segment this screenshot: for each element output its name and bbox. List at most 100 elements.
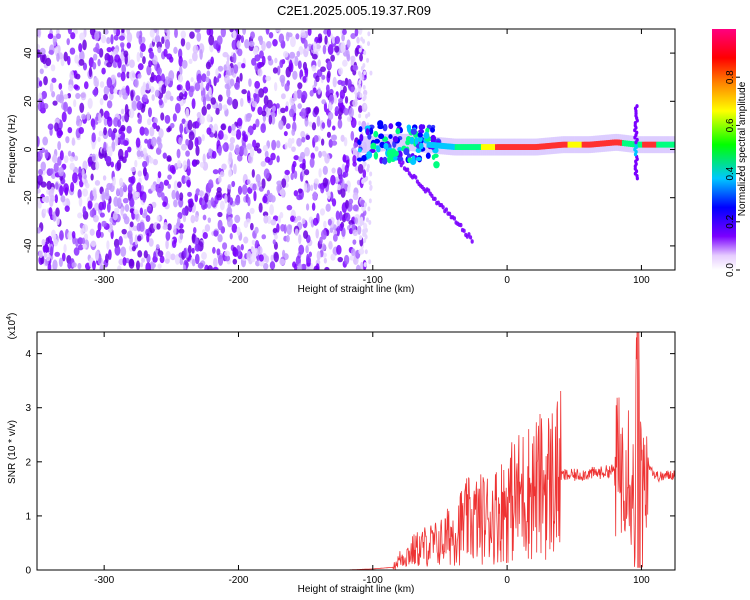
noise-blob: [278, 120, 284, 130]
signal-core: [575, 141, 580, 148]
signal-core: [533, 144, 538, 150]
streak-blob: [427, 188, 431, 193]
noise-blob: [363, 161, 367, 167]
noise-blob: [246, 143, 253, 150]
noise-blob: [103, 127, 107, 136]
noise-blob: [246, 90, 251, 101]
noise-blob: [142, 56, 146, 65]
noise-blob: [134, 234, 138, 246]
noise-blob: [128, 59, 135, 69]
signal-core: [442, 143, 447, 150]
noise-blob: [134, 159, 138, 168]
noise-blob: [231, 180, 236, 188]
noise-blob: [361, 220, 365, 226]
snr-y-scale-close: ): [7, 313, 18, 316]
noise-blob: [364, 249, 368, 255]
noise-blob: [285, 234, 290, 243]
noise-blob: [201, 199, 206, 206]
noise-blob: [143, 209, 147, 217]
noise-blob: [359, 53, 363, 62]
signal-core: [611, 139, 616, 146]
noise-blob: [128, 258, 135, 269]
noise-blob: [137, 250, 143, 258]
noise-blob: [112, 212, 118, 221]
noise-blob: [165, 231, 171, 241]
noise-blob: [130, 90, 134, 102]
noise-blob: [258, 88, 265, 98]
noise-blob: [54, 122, 59, 132]
noise-blob: [38, 168, 44, 176]
noise-blob: [188, 131, 195, 141]
noise-blob: [166, 53, 173, 60]
noise-blob: [132, 225, 138, 232]
noise-blob: [284, 142, 288, 150]
noise-blob: [329, 227, 334, 233]
noise-blob: [110, 161, 115, 168]
signal-core: [495, 144, 500, 150]
noise-blob: [177, 74, 184, 83]
noise-blob: [257, 68, 263, 77]
noise-blob: [49, 198, 54, 207]
signal-core: [644, 141, 649, 148]
noise-blob: [321, 122, 326, 129]
noise-blob: [92, 121, 96, 131]
noise-blob: [224, 74, 230, 84]
noise-blob: [350, 130, 355, 141]
noise-blob: [215, 107, 220, 115]
noise-blob: [106, 182, 113, 190]
noise-blob: [106, 202, 111, 213]
signal-core: [521, 144, 526, 150]
signal-blob: [430, 127, 436, 133]
noise-blob: [64, 205, 70, 212]
noise-blob: [202, 96, 207, 108]
signal-core: [493, 144, 498, 150]
noise-blob: [300, 108, 307, 119]
noise-blob: [156, 187, 163, 198]
signal-blob: [395, 121, 402, 127]
noise-blob: [276, 180, 283, 186]
signal-core: [630, 141, 635, 148]
noise-blob: [82, 39, 87, 51]
noise-blob: [350, 248, 356, 257]
signal-core: [432, 142, 437, 149]
noise-blob: [154, 34, 161, 44]
noise-blob: [354, 47, 359, 57]
noise-blob: [240, 35, 245, 44]
noise-blob: [90, 173, 94, 181]
noise-blob: [267, 55, 272, 61]
noise-blob: [127, 230, 133, 239]
signal-core: [583, 141, 588, 148]
noise-blob: [119, 134, 125, 145]
noise-blob: [134, 78, 139, 88]
noise-blob: [51, 155, 58, 163]
signal-blob: [410, 128, 417, 135]
noise-blob: [296, 215, 302, 221]
noise-blob: [131, 100, 137, 111]
noise-blob: [40, 101, 45, 112]
noise-blob: [362, 169, 367, 178]
noise-blob: [320, 229, 327, 240]
signal-core: [559, 141, 564, 148]
noise-blob: [122, 213, 128, 220]
noise-blob: [196, 111, 202, 119]
noise-blob: [234, 214, 241, 224]
noise-blob: [326, 131, 331, 138]
noise-blob: [357, 163, 364, 174]
noise-blob: [130, 175, 136, 184]
noise-blob: [224, 255, 231, 262]
noise-blob: [331, 167, 336, 174]
noise-blob: [268, 114, 273, 125]
noise-blob: [175, 190, 180, 201]
noise-blob: [129, 221, 134, 228]
noise-blob: [186, 158, 191, 170]
figure-title: C2E1.2025.005.19.37.R09: [277, 3, 431, 18]
noise-blob: [194, 82, 201, 92]
signal-band: [356, 104, 675, 244]
noise-blob: [246, 112, 253, 119]
noise-blob: [336, 219, 340, 227]
noise-blob: [237, 185, 243, 195]
noise-blob: [316, 250, 321, 261]
noise-blob: [199, 115, 205, 125]
noise-blob: [226, 54, 230, 62]
noise-blob: [350, 59, 355, 68]
